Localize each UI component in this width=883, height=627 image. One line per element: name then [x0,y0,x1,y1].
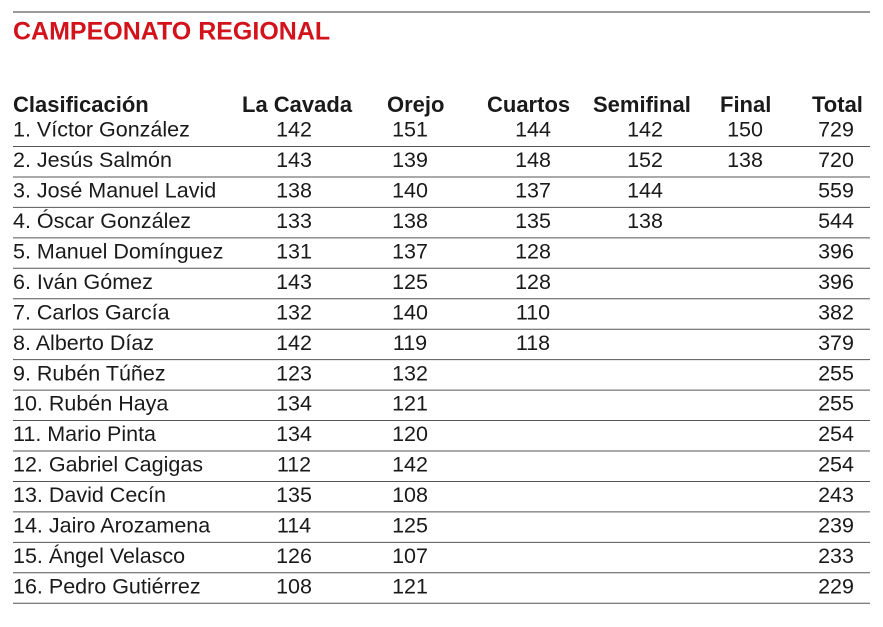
score: 243 [818,483,854,507]
score: 138 [627,209,663,233]
score: 142 [276,331,312,355]
score: 140 [392,300,428,324]
score: 108 [276,574,312,598]
score: 135 [276,483,312,507]
player-name: 2. Jesús Salmón [13,148,172,172]
score: 137 [392,239,428,263]
score: 142 [276,118,312,142]
score: 107 [392,544,428,568]
score: 114 [277,514,311,538]
score: 128 [515,270,551,294]
score: 110 [516,300,550,324]
score: 544 [818,209,854,233]
score: 233 [818,544,854,568]
score: 379 [818,331,854,355]
player-name: 12. Gabriel Cagigas [13,453,203,477]
player-name: 15. Ángel Velasco [13,543,185,568]
score: 148 [515,148,551,172]
score: 125 [392,270,428,294]
score: 255 [818,361,854,385]
player-name: 1. Víctor González [13,118,190,142]
score: 254 [818,453,854,477]
column-header: Orejo [387,92,444,117]
score: 152 [627,148,663,172]
score: 121 [392,574,428,598]
column-header: Semifinal [593,92,691,117]
column-header: Cuartos [487,92,570,117]
score: 128 [515,239,551,263]
player-name: 14. Jairo Arozamena [13,514,210,538]
score: 121 [392,392,428,416]
player-name: 9. Rubén Túñez [13,361,166,385]
score: 239 [818,514,854,538]
score: 132 [392,361,428,385]
score: 112 [277,453,311,477]
player-name: 10. Rubén Haya [13,392,168,416]
score: 142 [392,453,428,477]
score: 123 [276,361,312,385]
score: 140 [392,179,428,203]
score: 133 [276,209,312,233]
player-name: 8. Alberto Díaz [13,331,154,355]
score: 139 [392,148,428,172]
score: 132 [276,300,312,324]
score: 118 [516,331,550,355]
score: 144 [627,179,663,203]
player-name: 3. José Manuel Lavid [13,179,216,203]
score: 382 [818,300,854,324]
score: 143 [276,270,312,294]
score: 138 [276,179,312,203]
score: 131 [276,239,312,263]
player-name: 16. Pedro Gutiérrez [13,574,201,598]
score: 144 [515,118,551,142]
score: 134 [276,422,312,446]
score: 255 [818,392,854,416]
score: 396 [818,239,854,263]
score: 138 [727,148,763,172]
player-name: 13. David Cecín [13,483,166,507]
score: 134 [276,392,312,416]
score: 229 [818,574,854,598]
score: 720 [818,148,854,172]
score: 119 [393,331,427,355]
score: 125 [392,514,428,538]
score: 396 [818,270,854,294]
score: 138 [392,209,428,233]
score: 729 [818,118,854,142]
player-name: 7. Carlos García [13,300,170,324]
player-name: 4. Óscar González [13,208,191,233]
score: 120 [392,422,428,446]
column-header: Final [720,92,771,117]
column-header: Clasificación [13,92,149,117]
score: 150 [727,118,763,142]
score: 254 [818,422,854,446]
title: CAMPEONATO REGIONAL [13,18,330,46]
score: 142 [627,118,663,142]
score: 137 [515,179,551,203]
score: 143 [276,148,312,172]
player-name: 6. Iván Gómez [13,270,153,294]
player-name: 5. Manuel Domínguez [13,239,223,263]
player-name: 11. Mario Pinta [13,422,156,446]
score: 108 [392,483,428,507]
score: 559 [818,179,854,203]
score: 135 [515,209,551,233]
score: 151 [392,118,428,142]
column-header: La Cavada [242,92,353,117]
column-header: Total [812,92,863,117]
score: 126 [276,544,312,568]
